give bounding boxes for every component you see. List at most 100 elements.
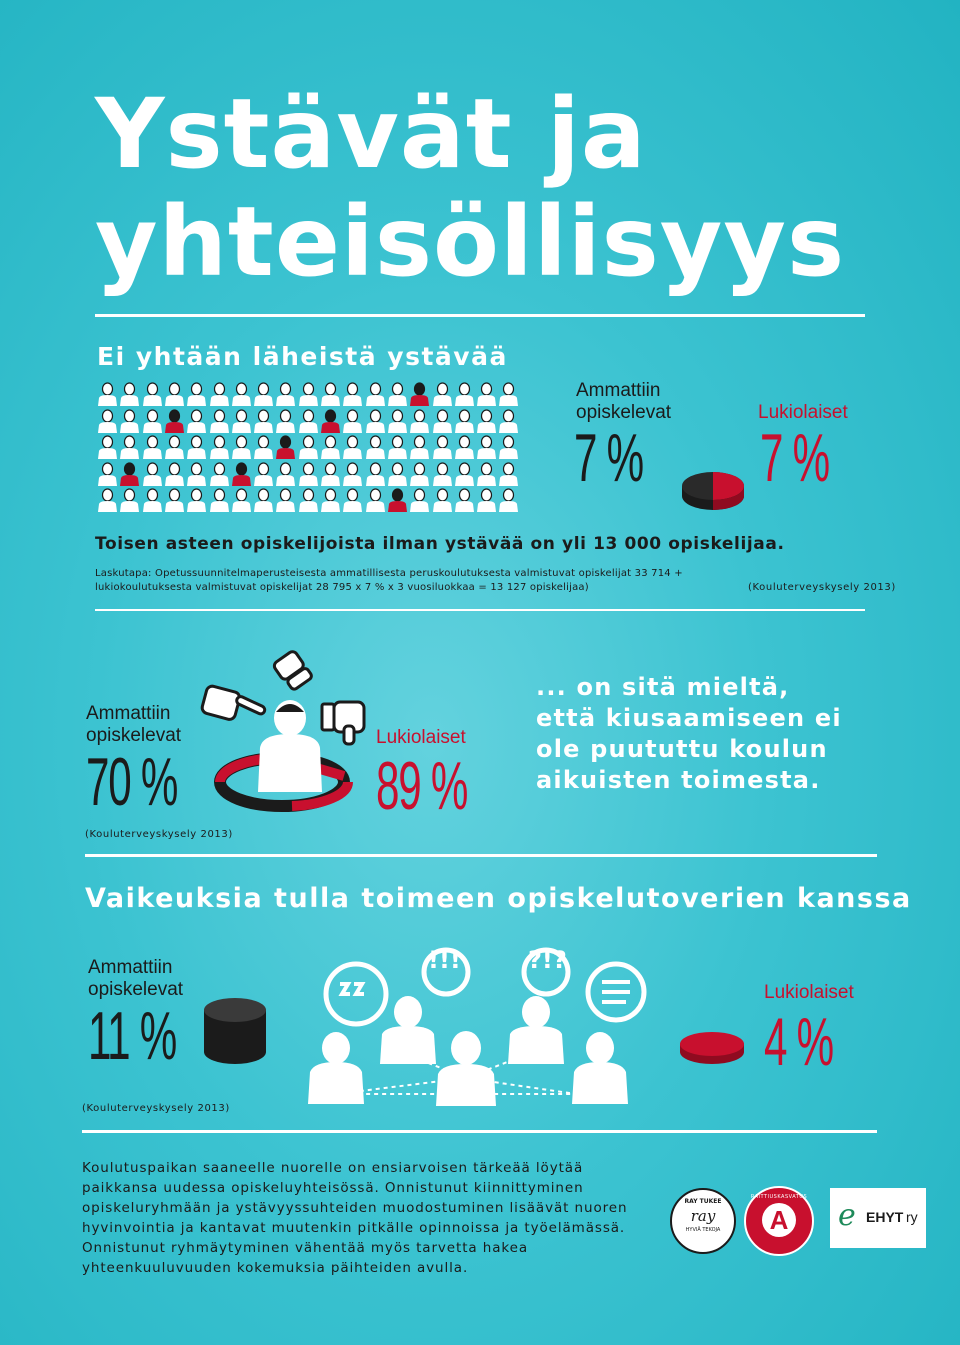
person-icon [365, 382, 385, 406]
divider [95, 314, 865, 317]
vocational-label: Ammattiin opiskelevat [88, 957, 184, 1000]
person-icon [298, 461, 318, 486]
bubble-text-question: ?!? [528, 946, 567, 974]
person-icon [254, 382, 274, 406]
person-icon [254, 488, 274, 512]
upper-secondary-label: Lukiolaiset [764, 982, 854, 1003]
person-icon [98, 488, 117, 512]
person-icon [164, 382, 184, 406]
person-icon [321, 435, 340, 459]
person-icon-highlighted [164, 408, 184, 433]
person-icon [343, 461, 363, 486]
vocational-value: 7 % [574, 420, 644, 496]
thumbs-down-icon [320, 700, 366, 746]
section3-source: (Kouluterveyskysely 2013) [82, 1103, 230, 1114]
person-icon [410, 435, 430, 459]
person-icon-highlighted [231, 461, 251, 486]
person-icon [298, 382, 318, 406]
calculation-line-2: lukiokoulutuksesta valmistuvat opiskelij… [95, 582, 589, 593]
upper-secondary-label: Lukiolaiset [376, 727, 466, 748]
lightning-icon [338, 982, 366, 996]
person-icon [387, 408, 407, 433]
person-icon [120, 382, 140, 406]
person-icon [254, 461, 274, 486]
pointing-hand-icon [200, 684, 267, 721]
person-icon [187, 382, 207, 406]
person-icon [120, 435, 140, 459]
divider [95, 609, 865, 611]
ray-logo[interactable]: RAY TUKEE ray HYVIÄ TEKOJA [670, 1188, 736, 1254]
person-icon [209, 382, 229, 406]
section2-source: (Kouluterveyskysely 2013) [85, 829, 233, 840]
person-icon [120, 488, 140, 512]
person-icon [365, 435, 385, 459]
section3-heading: Vaikeuksia tulla toimeen opiskelutoverie… [85, 883, 912, 914]
person-icon [98, 408, 117, 433]
person-icon [164, 461, 184, 486]
person-icon [187, 435, 207, 459]
person-icon [454, 408, 474, 433]
person-icon [187, 408, 207, 433]
person-icon [231, 408, 251, 433]
person-icon [365, 408, 385, 433]
raittiuskasvatus-logo[interactable]: RAITTIUSKASVATUS A [744, 1186, 814, 1256]
section1-heading: Ei yhtään läheistä ystävää [97, 342, 508, 371]
person-icon [387, 461, 407, 486]
section1-source: (Kouluterveyskysely 2013) [748, 582, 896, 593]
person-icon-highlighted [120, 461, 140, 486]
person-icon [120, 408, 140, 433]
person-icon [164, 435, 184, 459]
person-icon [298, 408, 318, 433]
person-icon [343, 435, 363, 459]
page-title: Ystävät ja yhteisöllisyys [95, 80, 845, 296]
person-icon [477, 382, 497, 406]
upper-secondary-value: 7 % [760, 420, 830, 496]
person-icon [209, 435, 229, 459]
person-icon [410, 488, 430, 512]
vocational-label: Ammattiin opiskelevat [86, 703, 182, 746]
bullying-illustration [200, 650, 366, 812]
person-icon [298, 488, 318, 512]
person-icon [454, 435, 474, 459]
person-icon [343, 488, 363, 512]
person-icon [321, 382, 340, 406]
person-icon [254, 408, 274, 433]
vocational-label: Ammattiin opiskelevat [576, 380, 672, 423]
person-icon [209, 408, 229, 433]
person-icon [276, 461, 296, 486]
person-icon [365, 488, 385, 512]
person-icon [343, 408, 363, 433]
person-icon [142, 488, 162, 512]
person-icon [454, 461, 474, 486]
person-icon [187, 488, 207, 512]
pointing-hand-icon [272, 650, 313, 691]
person-icon [164, 488, 184, 512]
vocational-value: 11 % [88, 998, 177, 1074]
person-icon [98, 382, 117, 406]
person-icon [298, 435, 318, 459]
person-icon [254, 435, 274, 459]
title-line-1: Ystävät ja [95, 78, 647, 190]
calculation-line-1: Laskutapa: Opetussuunnitelmaperusteisest… [95, 568, 683, 579]
person-icon [410, 461, 430, 486]
divider [85, 854, 877, 857]
person-icon [387, 435, 407, 459]
person-icon [432, 408, 452, 433]
ehyt-logo[interactable]: e EHYT ry [830, 1188, 926, 1248]
person-icon [365, 461, 385, 486]
person-icon [276, 488, 296, 512]
person-icon [142, 382, 162, 406]
person-icon [432, 488, 452, 512]
section1-summary: Toisen asteen opiskelijoista ilman ystäv… [95, 534, 785, 554]
pie-chart-icon [682, 472, 744, 510]
person-icon [98, 435, 117, 459]
person-icon [432, 461, 452, 486]
speech-bubble-icon [323, 947, 647, 1027]
person-icon [499, 435, 519, 459]
person-icon [432, 382, 452, 406]
person-icon [499, 408, 519, 433]
person-icon [231, 382, 251, 406]
disc-icon [680, 1032, 744, 1064]
cylinder-icon [204, 998, 266, 1064]
person-icon [98, 461, 117, 486]
